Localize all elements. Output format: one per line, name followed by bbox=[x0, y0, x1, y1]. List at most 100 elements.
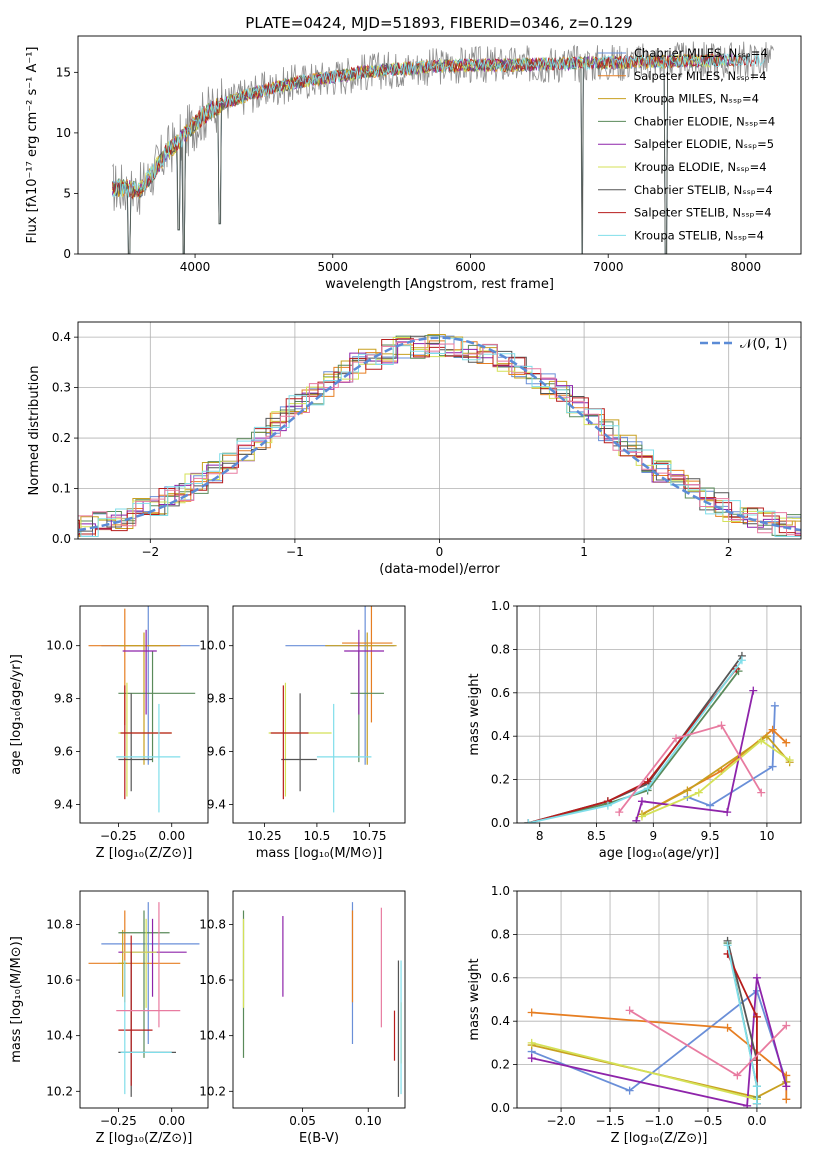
x-tick-label: 0 bbox=[436, 545, 444, 559]
y-tick-label: 10.0 bbox=[199, 639, 226, 653]
weight-marker bbox=[733, 1071, 742, 1080]
x-tick-label: 10 bbox=[759, 829, 774, 843]
axes-frame bbox=[516, 605, 802, 824]
x-tick-label: 6000 bbox=[455, 260, 486, 274]
weight-marker bbox=[717, 721, 726, 730]
weight-marker bbox=[643, 784, 652, 793]
weight-marker bbox=[757, 736, 766, 745]
y-tick-label: 10.6 bbox=[199, 973, 226, 987]
x-tick-label: 5000 bbox=[317, 260, 348, 274]
y-tick-label: 1.0 bbox=[491, 884, 510, 898]
x-tick-label: 7000 bbox=[593, 260, 624, 274]
legend-entry: Kroupa ELODIE, Nₛₛₚ=4 bbox=[634, 160, 767, 174]
weight-marker bbox=[723, 808, 732, 817]
x-axis-label: Z [log₁₀(Z/Z⊙)] bbox=[96, 1131, 193, 1146]
weight-series-line bbox=[528, 670, 740, 823]
y-tick-label: 9.6 bbox=[54, 745, 73, 759]
weight-series-line bbox=[531, 989, 788, 1092]
x-tick-label: 8.5 bbox=[587, 829, 606, 843]
error-bar-point bbox=[118, 632, 170, 765]
x-tick-label: −1.5 bbox=[595, 1114, 624, 1128]
legend-entry: Chabrier STELIB, Nₛₛₚ=4 bbox=[634, 183, 773, 197]
y-axis-label: Normed distribution bbox=[27, 366, 42, 496]
legend-entry: Salpeter MILES, Nₛₛₚ=4 bbox=[634, 69, 767, 83]
weight-marker bbox=[770, 701, 779, 710]
panel-spectrum: 4000 5000 6000 7000 8000 0 5 10 15 wavelength [An… bbox=[25, 35, 802, 292]
x-tick-label: 9.5 bbox=[701, 829, 720, 843]
weight-marker bbox=[632, 816, 641, 823]
y-axis-label: mass weight bbox=[467, 673, 482, 755]
x-tick-label: 1 bbox=[580, 545, 588, 559]
weight-marker bbox=[785, 756, 794, 765]
legend-entry: Chabrier MILES, Nₛₛₚ=4 bbox=[634, 46, 768, 60]
y-tick-label: 0.8 bbox=[491, 927, 510, 941]
plot-area bbox=[517, 891, 801, 1108]
plot-area bbox=[88, 902, 200, 1097]
x-axis-label: wavelength [Angstrom, rest frame] bbox=[325, 277, 554, 292]
plot-area bbox=[88, 606, 200, 813]
weight-series-line bbox=[641, 735, 791, 816]
figure-title: PLATE=0424, MJD=51893, FIBERID=0346, z=0… bbox=[245, 14, 632, 32]
weight-marker bbox=[737, 656, 746, 665]
weight-marker bbox=[527, 1054, 536, 1063]
y-tick-label: 0.4 bbox=[491, 1014, 510, 1028]
plot-area bbox=[112, 41, 774, 254]
y-tick-label: 9.4 bbox=[54, 797, 73, 811]
weight-marker bbox=[752, 1012, 761, 1021]
plot-area bbox=[268, 606, 397, 813]
panel-residuals: −2 −1 0 1 2 0.0 0.1 0.2 0.3 0.4 (data-model)/error… bbox=[27, 321, 802, 577]
panel-weight-vs-Z: −2.0 −1.5 −1.0 −0.5 0.0 0.0 0.2 0.4 0.6 0.8 1.0 Z [… bbox=[467, 884, 802, 1146]
y-tick-label: 10.0 bbox=[46, 639, 73, 653]
plot-area bbox=[242, 902, 402, 1097]
x-tick-label: 0.05 bbox=[289, 1114, 316, 1128]
weight-series-line bbox=[635, 690, 755, 822]
error-bar-point bbox=[101, 606, 200, 765]
weight-marker bbox=[752, 973, 761, 982]
panel-age-vs-Z: −0.25 0.00 9.4 9.6 9.8 10.0 Z [log₁₀(Z/Z⊙)] age… bbox=[9, 605, 209, 861]
error-bar-point bbox=[118, 650, 196, 763]
y-tick-label: 10.8 bbox=[199, 917, 226, 931]
error-bar-point bbox=[270, 685, 309, 800]
error-bar-point bbox=[325, 632, 397, 765]
x-axis-label: Z [log₁₀(Z/Z⊙)] bbox=[611, 1131, 708, 1146]
x-axis-label: Z [log₁₀(Z/Z⊙)] bbox=[96, 846, 193, 861]
error-bar-point bbox=[122, 918, 157, 1008]
axes-frame bbox=[232, 605, 406, 824]
x-axis-label: age [log₁₀(age/yr)] bbox=[599, 846, 720, 861]
x-tick-label: −0.25 bbox=[100, 1114, 137, 1128]
weight-marker bbox=[694, 788, 703, 797]
error-bar-point bbox=[120, 960, 172, 1095]
weight-marker bbox=[752, 1082, 761, 1091]
spectrum-line bbox=[112, 53, 765, 198]
y-tick-label: 0.4 bbox=[491, 729, 510, 743]
spectrum-line bbox=[112, 53, 749, 254]
x-tick-label: 0.00 bbox=[158, 1114, 185, 1128]
y-tick-label: 0.2 bbox=[52, 431, 71, 445]
error-bar-point bbox=[120, 685, 172, 800]
x-axis-label: E(B-V) bbox=[299, 1131, 339, 1146]
weight-series-line bbox=[641, 739, 791, 818]
error-bar-point bbox=[285, 606, 395, 765]
weight-series-line bbox=[687, 705, 776, 807]
error-bar-point bbox=[116, 902, 181, 1028]
weight-marker bbox=[625, 1006, 634, 1015]
y-tick-label: 0.6 bbox=[491, 971, 510, 985]
axes-frame bbox=[232, 890, 406, 1109]
x-tick-label: −1 bbox=[286, 545, 304, 559]
legend: 𝒩(0, 1) bbox=[700, 337, 787, 352]
x-tick-label: 0.0 bbox=[747, 1114, 766, 1128]
weight-marker bbox=[762, 732, 771, 741]
x-tick-label: 10.25 bbox=[247, 829, 281, 843]
y-tick-label: 0.0 bbox=[52, 532, 71, 546]
legend-entry: 𝒩(0, 1) bbox=[740, 337, 787, 352]
panel-mass-vs-EBV: 0.05 0.10 10.2 10.4 10.6 10.8 E(B-V) bbox=[199, 890, 406, 1146]
weight-series-line bbox=[528, 668, 737, 823]
legend-entry: Chabrier ELODIE, Nₛₛₚ=4 bbox=[634, 114, 775, 128]
weight-marker bbox=[723, 941, 732, 950]
legend-entry: Kroupa STELIB, Nₛₛₚ=4 bbox=[634, 228, 764, 242]
weight-marker bbox=[527, 1038, 536, 1047]
y-tick-label: 9.8 bbox=[54, 692, 73, 706]
weight-marker bbox=[625, 1086, 634, 1095]
y-tick-label: 0.4 bbox=[52, 330, 71, 344]
panel-weight-vs-age: 8 8.5 9 9.5 10 0.0 0.2 0.4 0.6 0.8 1.0 age [log₁₀(a… bbox=[467, 599, 802, 861]
